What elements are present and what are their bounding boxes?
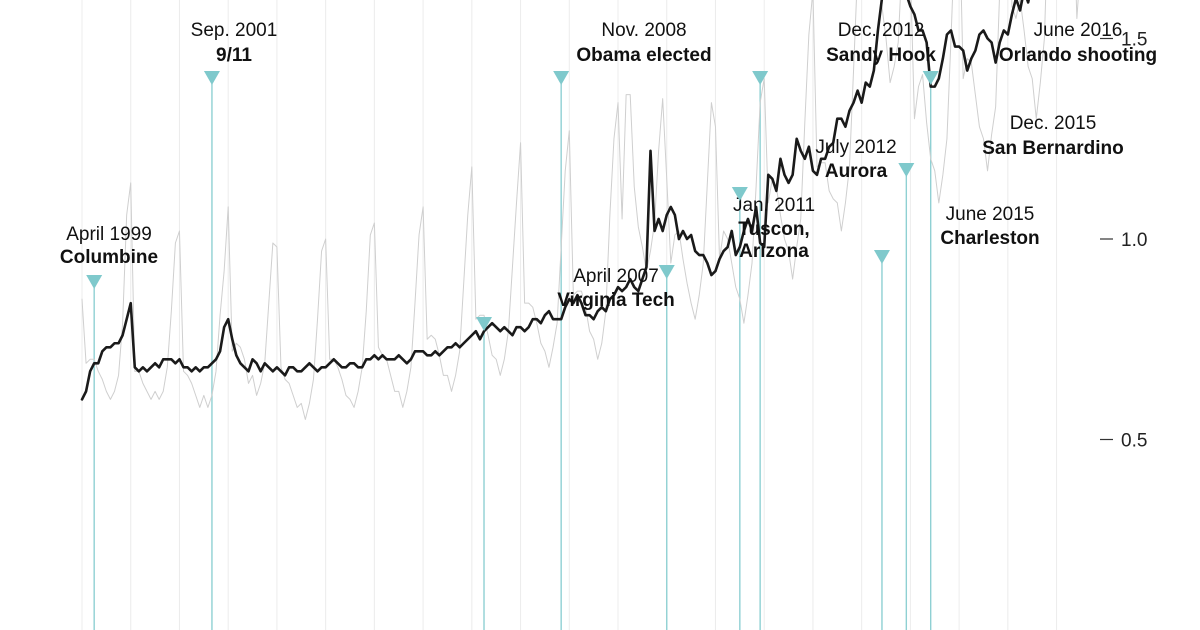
event-name-label: Columbine [60,247,158,268]
event-marker-icon [553,71,570,85]
event-date-label: Dec. 2015 [1010,113,1097,134]
series-line-seasonally-adjusted [80,0,1030,401]
event-date-label: June 2016 [1034,20,1123,41]
event-name-label: Orlando shooting [999,45,1157,66]
event-marker-icon [752,71,769,85]
event-name-label: Charleston [940,228,1039,249]
event-name-label: Obama elected [576,45,711,66]
event-name-label: Sandy Hook [826,45,936,66]
event-name-label: Tuscon, [738,219,809,240]
event-marker-icon [873,250,890,264]
event-marker-icon [898,163,915,177]
event-lines [93,84,932,630]
series-line-not-seasonally-adjusted [81,0,1079,420]
event-date-label: April 2007 [573,266,659,287]
event-marker-icon [658,265,675,279]
event-date-label: Nov. 2008 [601,20,686,41]
event-date-label: July 2012 [815,137,896,158]
event-date-label: Jan. 2011 [733,195,815,216]
event-name-label: Virginia Tech [557,290,675,311]
y-tick-label: 1.5 [1121,30,1147,51]
event-marker-icon [203,71,220,85]
event-name-label: San Bernardino [982,138,1123,159]
event-date-label: April 1999 [66,224,152,245]
event-marker-icon [476,317,493,331]
series-layer [80,0,1079,420]
event-marker-icon [731,187,748,201]
gridlines [81,0,1058,630]
y-tick-label: 1.0 [1121,230,1147,251]
event-date-label: Dec. 2012 [838,20,925,41]
event-marker-icon [86,275,103,289]
event-date-label: Sep. 2001 [191,20,278,41]
event-name-label: 9/11 [216,45,252,66]
event-name-label: Aurora [825,161,888,182]
event-marker-icon [922,71,939,85]
y-tick-label: 0.5 [1121,431,1147,452]
event-name-label: Arizona [739,241,809,262]
y-axis: 0.51.01.52.0 [1100,30,1147,452]
event-date-label: June 2015 [946,204,1035,225]
